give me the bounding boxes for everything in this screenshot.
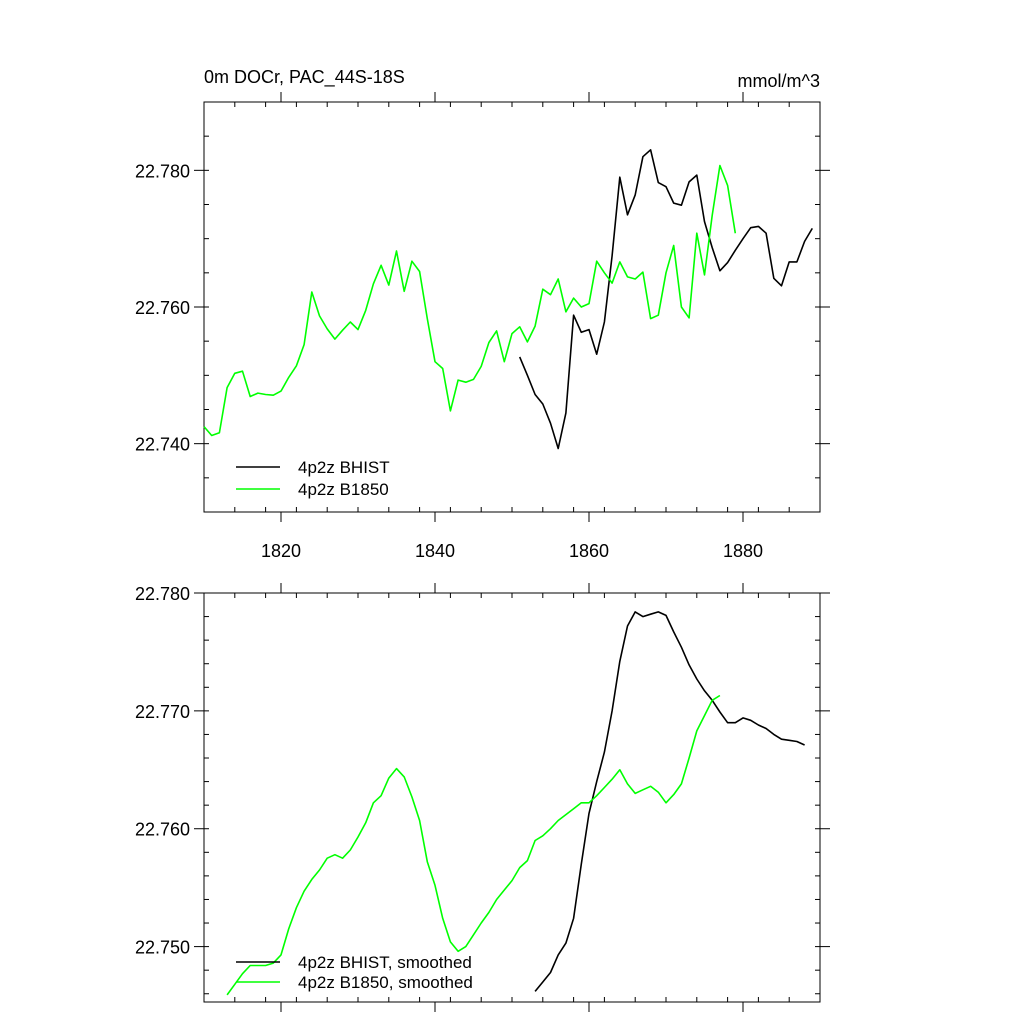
series-line-b1850 bbox=[226, 694, 721, 996]
legend-label: 4p2z BHIST bbox=[298, 458, 390, 477]
y-tick-label: 22.760 bbox=[135, 298, 190, 318]
y-tick-label: 22.780 bbox=[135, 584, 190, 604]
series-line-b1850 bbox=[203, 164, 737, 437]
legend-label: 4p2z B1850 bbox=[298, 480, 389, 499]
series-line-bhist bbox=[534, 611, 805, 992]
legend-label: 4p2z BHIST, smoothed bbox=[298, 953, 472, 972]
y-tick-label: 22.740 bbox=[135, 435, 190, 455]
legend-label: 4p2z B1850, smoothed bbox=[298, 973, 473, 992]
y-tick-label: 22.750 bbox=[135, 938, 190, 958]
x-tick-label: 1840 bbox=[415, 541, 455, 561]
x-tick-label: 1820 bbox=[261, 541, 301, 561]
series-line-bhist bbox=[518, 149, 813, 450]
chart-title: 0m DOCr, PAC_44S-18S bbox=[204, 67, 405, 88]
y-tick-label: 22.770 bbox=[135, 702, 190, 722]
y-tick-label: 22.780 bbox=[135, 161, 190, 181]
top-panel: 1820 1840 1860 1880 22.740 22.760 22.780 4p2z B… bbox=[135, 92, 830, 561]
units-label: mmol/m^3 bbox=[738, 71, 820, 91]
bottom-panel: 22.750 22.760 22.770 22.780 4p2z BHIST, smoo… bbox=[135, 583, 830, 1012]
x-tick-label: 1880 bbox=[723, 541, 763, 561]
x-tick-label: 1860 bbox=[569, 541, 609, 561]
y-tick-label: 22.760 bbox=[135, 820, 190, 840]
